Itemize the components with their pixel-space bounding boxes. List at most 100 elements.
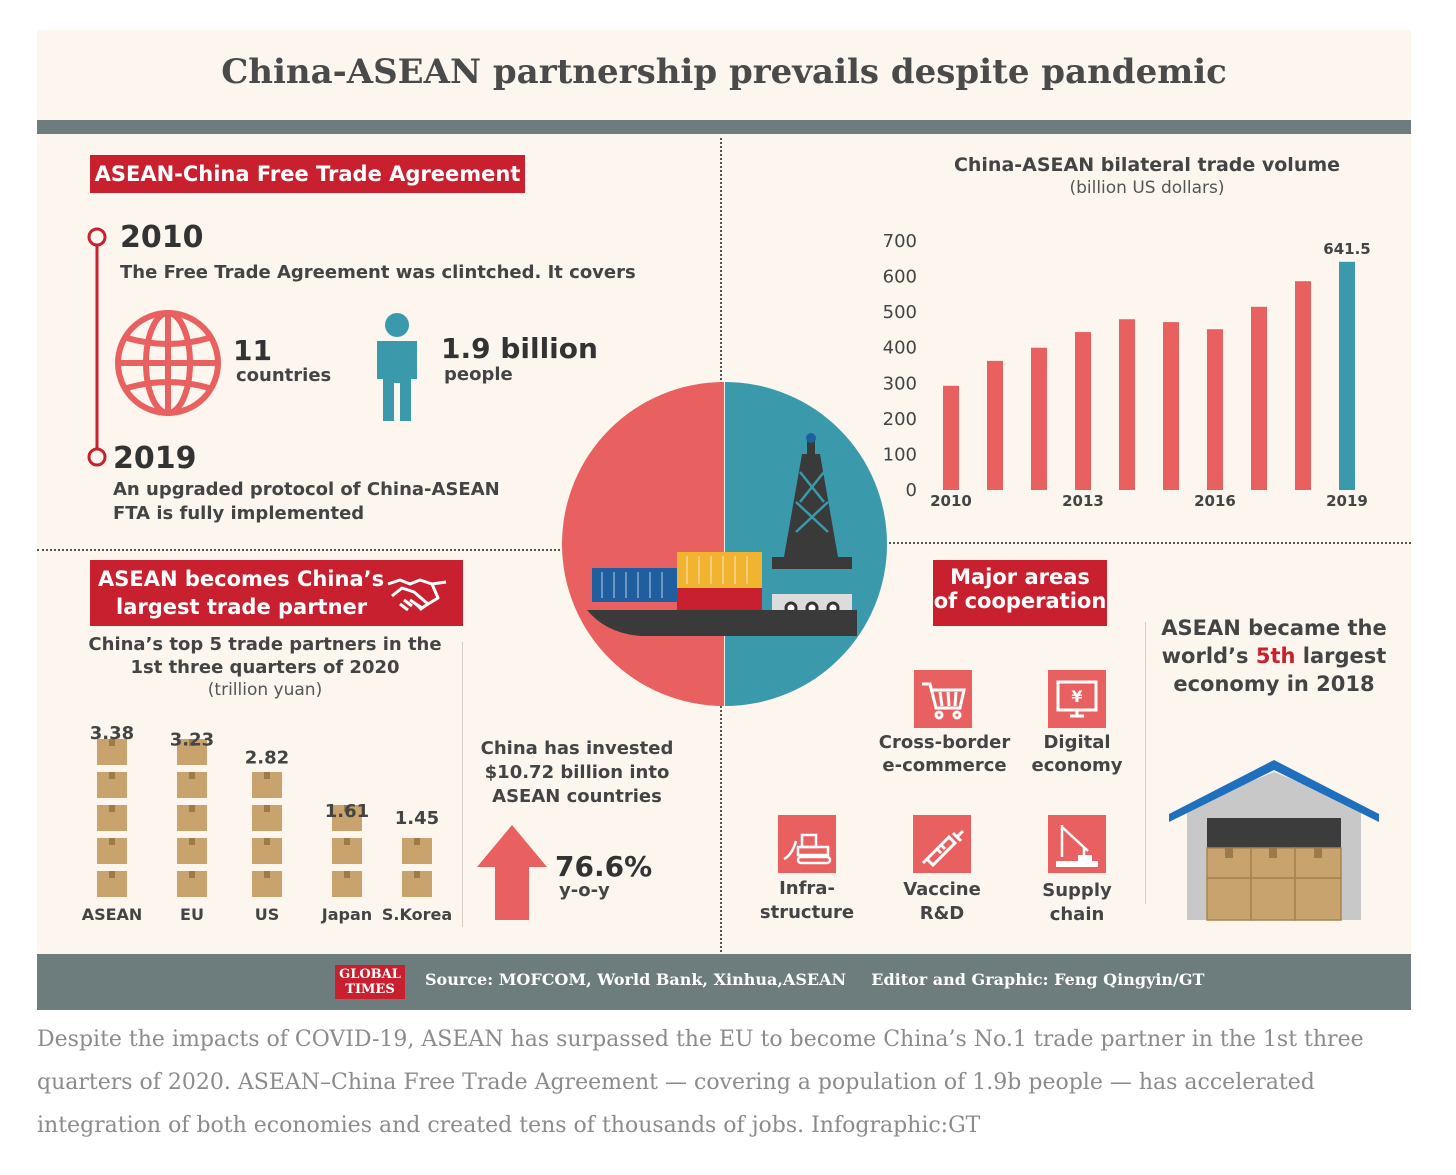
oil-rig-icon <box>772 433 852 569</box>
ship-illustration <box>562 382 887 706</box>
partner-sub-line2: 1st three quarters of 2020 <box>130 657 400 678</box>
right-divider <box>885 542 1411 544</box>
handshake-icon <box>387 578 447 612</box>
x-tick-label: 2016 <box>1194 492 1236 510</box>
global-times-logo: GLOBAL TIMES <box>335 965 405 999</box>
partner-category-label: US <box>255 905 280 924</box>
box-tape <box>264 871 270 878</box>
partner-bar-ASEAN <box>97 739 127 897</box>
ship-hull <box>587 610 857 636</box>
box-tape <box>109 772 115 779</box>
highlight-value-label: 641.5 <box>1323 240 1370 258</box>
footer-bar: GLOBAL TIMES Source: MOFCOM, World Bank,… <box>37 954 1411 1010</box>
coop-label-ecommerce-2: e-commerce <box>882 755 1007 776</box>
shopping-cart-icon <box>914 670 972 728</box>
partner-bar-S.Korea <box>402 838 432 897</box>
partner-bar-US <box>252 772 282 897</box>
trade-chart-title: China-ASEAN bilateral trade volume <box>953 154 1341 176</box>
economy-rank: 5th <box>1255 644 1296 668</box>
year-2019-text-2: FTA is fully implemented <box>113 503 365 524</box>
circle-left-half <box>562 382 724 706</box>
trade-bar-2017 <box>1251 306 1267 490</box>
economy-line2-post: largest <box>1295 644 1387 668</box>
box-tape <box>414 871 420 878</box>
invest-divider <box>462 642 463 927</box>
trade-bar-2010 <box>943 385 959 490</box>
invest-line1: China has invested <box>480 738 674 759</box>
fta-heading: ASEAN-China Free Trade Agreement <box>90 155 525 193</box>
partner-value-label: 3.23 <box>170 730 214 751</box>
partner-category-label: S.Korea <box>382 905 452 924</box>
title-divider <box>37 120 1411 134</box>
box-tape <box>109 838 115 845</box>
box-tape <box>344 871 350 878</box>
warehouse-icon <box>1169 760 1379 921</box>
people-label: people <box>444 364 513 385</box>
crane-icon <box>1048 815 1106 873</box>
partner-value-label: 1.45 <box>395 808 439 829</box>
invest-line2: $10.72 billion into <box>484 762 670 783</box>
timeline-line <box>87 227 107 467</box>
coop-label-infra-1: Infra- <box>779 878 835 899</box>
x-tick-label: 2010 <box>930 492 972 510</box>
up-arrow-icon <box>477 825 547 920</box>
coop-label-ecommerce-1: Cross-border <box>878 732 1011 753</box>
box-tape <box>109 805 115 812</box>
coop-label-digital-2: economy <box>1031 755 1123 776</box>
box-tape <box>109 871 115 878</box>
left-divider <box>37 549 560 551</box>
x-tick-label: 2019 <box>1326 492 1368 510</box>
box-tape <box>189 805 195 812</box>
year-2010-text: The Free Trade Agreement was clintched. … <box>120 262 636 283</box>
svg-text:¥: ¥ <box>1071 687 1082 706</box>
year-2010: 2010 <box>120 220 204 255</box>
image-caption: Despite the impacts of COVID-19, ASEAN h… <box>37 1027 1364 1138</box>
box-tape <box>189 838 195 845</box>
trade-bar-2015 <box>1163 322 1179 490</box>
partner-bar-EU <box>177 739 207 897</box>
coop-label-vaccine-2: R&D <box>919 903 965 924</box>
box-tape <box>189 871 195 878</box>
partner-value-label: 2.82 <box>245 748 289 769</box>
trade-bar-2016 <box>1207 329 1223 490</box>
y-tick-label: 100 <box>883 444 917 465</box>
source-text: Source: MOFCOM, World Bank, Xinhua,ASEAN <box>425 970 847 989</box>
invest-line3: ASEAN countries <box>492 786 662 807</box>
countries-label: countries <box>236 365 332 386</box>
coop-label-supply-1: Supply <box>1042 880 1112 901</box>
footer-credits: Source: MOFCOM, World Bank, Xinhua,ASEAN… <box>425 970 1204 989</box>
syringe-icon <box>913 815 971 873</box>
bulldozer-icon <box>778 815 836 873</box>
economy-line3: economy in 2018 <box>1173 672 1375 696</box>
invest-pct: 76.6% <box>555 850 653 883</box>
y-tick-label: 300 <box>883 373 917 394</box>
trade-volume-chart: 0 100 200 300 400 500 600 700 2010 2013 2016 2019 64… <box>883 231 1371 510</box>
digital-screen-icon: ¥ <box>1048 670 1106 728</box>
y-tick-label: 0 <box>906 480 917 501</box>
trade-bar-2011 <box>987 360 1003 490</box>
blue-container <box>592 568 677 602</box>
x-tick-label: 2013 <box>1062 492 1104 510</box>
partner-value-label: 3.38 <box>90 723 134 744</box>
coop-label-vaccine-1: Vaccine <box>903 879 981 900</box>
partner-sub-line1: China’s top 5 trade partners in the <box>88 634 442 655</box>
box-tape <box>344 838 350 845</box>
box-tape <box>189 739 195 746</box>
economy-line1: ASEAN became the <box>1161 616 1387 640</box>
logo-line2: TIMES <box>345 982 395 997</box>
economy-line2-pre: world’s <box>1161 644 1256 668</box>
trade-bar-2018 <box>1295 281 1311 490</box>
box-tape <box>189 772 195 779</box>
partner-heading-line1: ASEAN becomes China’s <box>98 567 385 591</box>
cooperation-heading: Major areas of cooperation <box>933 560 1107 626</box>
trade-bar-2014 <box>1119 319 1135 490</box>
trade-bar-2013 <box>1075 332 1091 490</box>
invest-pct-label: y-o-y <box>559 880 610 901</box>
partner-bar-Japan <box>332 805 362 897</box>
coop-label-supply-2: chain <box>1049 904 1105 925</box>
infographic-poster: China-ASEAN partnership prevails despite… <box>37 30 1411 1010</box>
partner-value-label: 1.61 <box>325 801 369 822</box>
economy-divider <box>1145 622 1146 904</box>
person-icon <box>377 313 417 421</box>
people-number: 1.9 billion <box>441 332 598 365</box>
